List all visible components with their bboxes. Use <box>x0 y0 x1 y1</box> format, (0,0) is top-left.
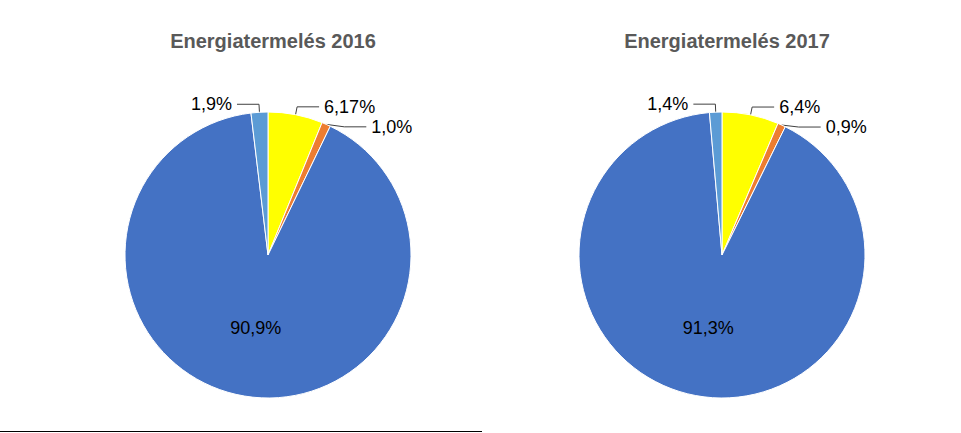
svg-text:1,9%: 1,9% <box>191 94 232 114</box>
svg-text:6,17%: 6,17% <box>324 97 375 117</box>
svg-text:91,3%: 91,3% <box>683 318 734 338</box>
svg-text:6,4%: 6,4% <box>779 97 820 117</box>
svg-text:Energiatermelés 2016: Energiatermelés 2016 <box>170 30 376 52</box>
svg-text:1,4%: 1,4% <box>647 94 688 114</box>
svg-text:0,9%: 0,9% <box>826 117 867 137</box>
svg-text:1,0%: 1,0% <box>371 117 412 137</box>
svg-text:Energiatermelés 2017: Energiatermelés 2017 <box>624 30 830 52</box>
svg-text:90,9%: 90,9% <box>230 318 281 338</box>
